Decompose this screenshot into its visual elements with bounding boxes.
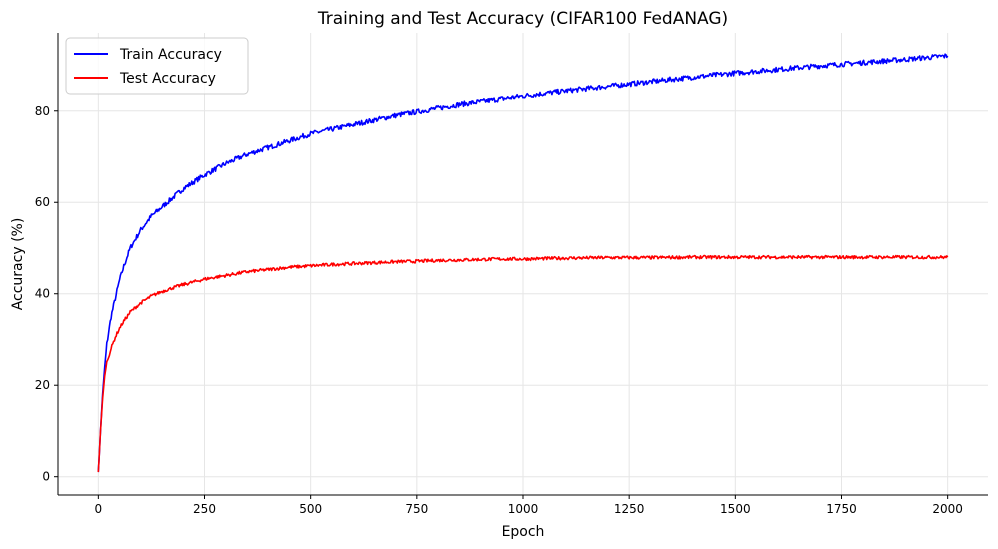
series-line-train [97,53,949,473]
x-tick-label: 1000 [508,502,539,516]
x-tick-label: 250 [193,502,216,516]
x-axis-title: Epoch [502,524,545,540]
x-tick-label: 500 [299,502,322,516]
x-tick-label: 1500 [720,502,751,516]
x-tick-label: 1750 [826,502,857,516]
series-lines [97,53,949,473]
ticks: 0 250 500 750 1000 1250 1500 1750 2000 0 20 40 60 80 [35,104,963,516]
legend-label-train: Train Accuracy [119,47,222,63]
legend-box [65,37,249,95]
y-tick-label: 0 [42,470,50,484]
x-tick-label: 750 [405,502,428,516]
y-tick-label: 80 [35,104,50,118]
x-tick-label: 1250 [614,502,645,516]
y-axis-title: Accuracy (%) [10,218,26,311]
y-tick-label: 60 [35,195,50,209]
legend-label-test: Test Accuracy [119,71,216,87]
series-line-test [97,254,949,473]
chart-title: Training and Test Accuracy (CIFAR100 Fed… [317,9,728,29]
x-tick-label: 0 [95,502,103,516]
y-tick-label: 20 [35,378,50,392]
legend: Train Accuracy Test Accuracy [65,37,249,95]
x-tick-label: 2000 [932,502,963,516]
y-tick-label: 40 [35,287,50,301]
